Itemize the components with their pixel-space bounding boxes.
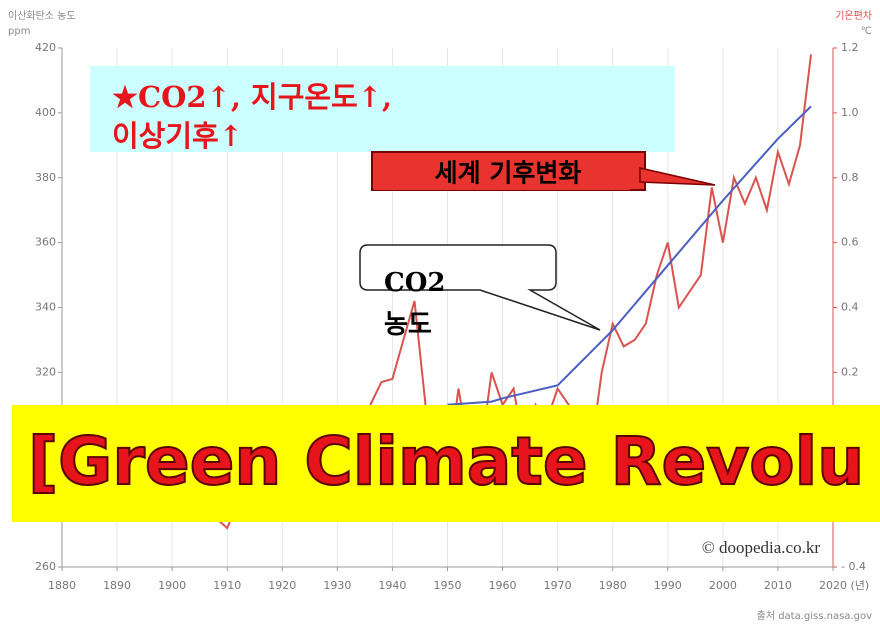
- y-tick-label: 340: [35, 301, 56, 314]
- x-tick-label: 1970: [544, 579, 572, 592]
- y-tick-label: 360: [35, 236, 56, 249]
- x-tick-label: 1960: [489, 579, 517, 592]
- banner-text: [Green Climate Revolu: [28, 423, 864, 500]
- y-tick-label: 400: [35, 106, 56, 119]
- x-tick-label: 2020 (년): [819, 579, 869, 592]
- x-tick-label: 1930: [323, 579, 351, 592]
- y2-unit: ℃: [861, 26, 872, 37]
- banner-box: [12, 405, 880, 522]
- y2-tick-label: 0.6: [841, 236, 859, 249]
- y2-tick-label: 0.8: [841, 171, 859, 184]
- y-tick-label: 380: [35, 171, 56, 184]
- callout-fill: [374, 153, 630, 190]
- callout-text: CO2: [384, 268, 445, 298]
- source: 출처 data.giss.nasa.gov: [757, 610, 872, 622]
- x-tick-label: 1890: [103, 579, 131, 592]
- x-tick-label: 1940: [378, 579, 406, 592]
- x-tick-label: 1950: [434, 579, 462, 592]
- callout-pointer: [639, 167, 716, 186]
- y2-tick-label: 0.4: [841, 301, 859, 314]
- x-tick-label: 1990: [654, 579, 682, 592]
- y2-tick-label: 1.0: [841, 106, 859, 119]
- credit: © doopedia.co.kr: [702, 538, 821, 557]
- callout-text: 농도: [384, 310, 432, 340]
- y2-tick-label: - 0.4: [841, 560, 866, 573]
- x-tick-label: 1980: [599, 579, 627, 592]
- y-tick-label: 420: [35, 41, 56, 54]
- x-tick-label: 2000: [709, 579, 737, 592]
- y2-tick-label: 0.2: [841, 365, 859, 378]
- headline-box: [90, 66, 675, 152]
- headline: ★CO2↑, 지구온도↑,: [112, 80, 392, 114]
- x-tick-label: 1880: [48, 579, 76, 592]
- y-unit: ppm: [8, 26, 30, 37]
- y-tick-label: 320: [35, 365, 56, 378]
- x-tick-label: 2010: [764, 579, 792, 592]
- headline: 이상기후↑: [112, 119, 243, 153]
- y2-tick-label: 1.2: [841, 41, 859, 54]
- y2-label: 기온편차: [835, 10, 872, 22]
- callout-text: 세계 기후변화: [435, 159, 582, 188]
- y-label: 이산화탄소 농도: [8, 10, 76, 22]
- callout-co2-box: [359, 244, 601, 331]
- y-tick-label: 260: [35, 560, 56, 573]
- x-tick-label: 1920: [268, 579, 296, 592]
- x-tick-label: 1910: [213, 579, 241, 592]
- x-tick-label: 1900: [158, 579, 186, 592]
- series-line: [447, 105, 812, 406]
